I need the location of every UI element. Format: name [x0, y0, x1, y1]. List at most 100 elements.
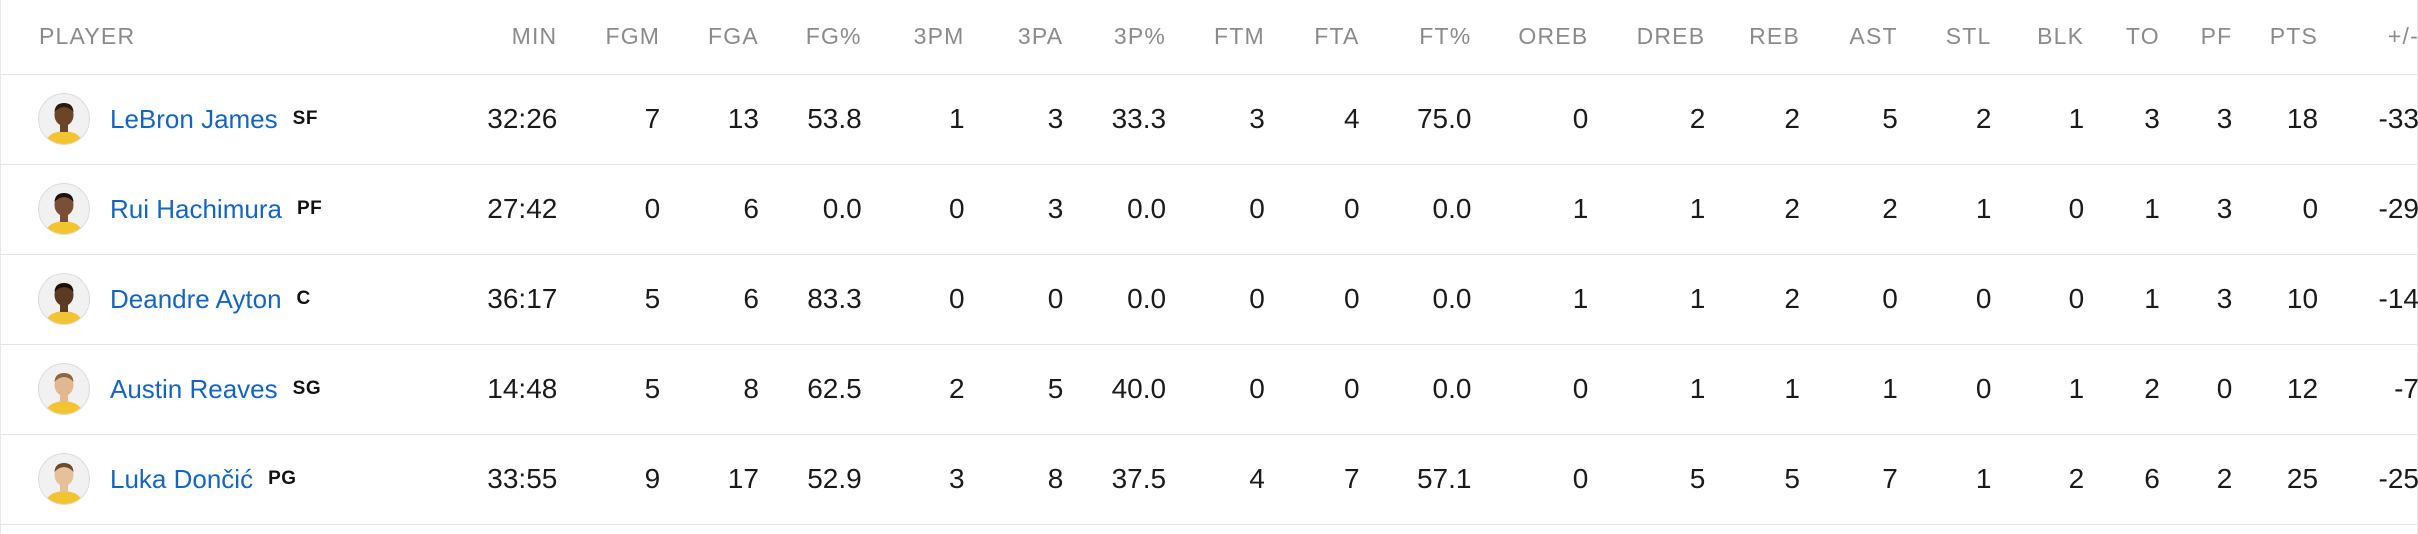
stat-fga: 13	[727, 103, 759, 134]
column-header-min[interactable]: MIN	[407, 0, 558, 75]
player-row: Deandre Ayton C 36:17 5 6 83.3 0 0 0.0 0 0 0.0 1 1 2 0 0…	[1, 254, 2418, 344]
stat-dreb: 1	[1689, 373, 1706, 404]
stat-blk: 0	[2068, 283, 2085, 314]
player-position: PF	[296, 198, 323, 219]
player-name-link[interactable]: Luka Dončić	[110, 463, 254, 494]
column-header-ast[interactable]: AST	[1800, 0, 1898, 75]
column-header-player[interactable]: PLAYER	[1, 0, 408, 75]
player-row: Luka Dončić PG 33:55 9 17 52.9 3 8 37.5 4 7 57.1 0 5 5…	[1, 434, 2418, 524]
stat-to: 1	[2144, 283, 2160, 314]
stat-to: 3	[2144, 103, 2160, 134]
column-header-fta[interactable]: FTA	[1264, 0, 1360, 75]
stat-min: 36:17	[487, 283, 558, 314]
stat-3p-pct: 37.5	[1111, 463, 1167, 494]
player-name-link[interactable]: LeBron James	[110, 103, 278, 134]
stat-plus-minus: -14	[2378, 283, 2418, 314]
stat-3pm: 2	[948, 373, 965, 404]
stat-reb: 1	[1784, 373, 1800, 404]
stat-3pm: 1	[948, 103, 965, 134]
header-row: PLAYER MIN FGM FGA FG% 3PM 3PA 3P% FTM FTA FT% OREB…	[1, 0, 2418, 75]
player-info: Rui Hachimura PF	[1, 165, 407, 254]
stat-to: 6	[2144, 463, 2160, 494]
stat-stl: 2	[1975, 103, 1992, 134]
column-header-oreb[interactable]: OREB	[1471, 0, 1589, 75]
player-name-link[interactable]: Deandre Ayton	[110, 283, 282, 314]
column-header-plus-minus[interactable]: +/-	[2318, 0, 2418, 75]
stat-pts: 0	[2302, 193, 2319, 224]
column-header-reb[interactable]: REB	[1705, 0, 1800, 75]
stat-ft-pct: 75.0	[1416, 103, 1472, 134]
stat-plus-minus: -29	[2378, 193, 2418, 224]
column-header-dreb[interactable]: DREB	[1588, 0, 1706, 75]
stat-fg-pct: 0.0	[822, 193, 862, 224]
stat-fg-pct: 52.9	[807, 463, 862, 494]
stat-fta: 7	[1344, 463, 1360, 494]
stat-fga: 17	[727, 463, 759, 494]
stat-blk: 1	[2068, 373, 2085, 404]
stat-reb: 2	[1784, 103, 1800, 134]
stat-pf: 3	[2216, 103, 2233, 134]
stat-3pa: 3	[1047, 193, 1064, 224]
column-header-3p-pct[interactable]: 3P%	[1063, 0, 1167, 75]
player-headshot[interactable]	[38, 93, 90, 145]
player-headshot[interactable]	[38, 273, 90, 325]
stat-ftm: 0	[1249, 283, 1265, 314]
column-header-blk[interactable]: BLK	[1991, 0, 2085, 75]
stat-ft-pct: 0.0	[1432, 193, 1472, 224]
column-header-to[interactable]: TO	[2084, 0, 2160, 75]
stat-3pa: 8	[1047, 463, 1064, 494]
player-headshot[interactable]	[38, 453, 90, 505]
stat-blk: 0	[2068, 193, 2085, 224]
stat-3pm: 3	[948, 463, 965, 494]
stat-ft-pct: 0.0	[1432, 373, 1472, 404]
stat-dreb: 1	[1689, 193, 1706, 224]
player-headshot[interactable]	[38, 183, 90, 235]
stat-dreb: 5	[1689, 463, 1706, 494]
player-position: SF	[292, 108, 318, 129]
column-header-pts[interactable]: PTS	[2232, 0, 2319, 75]
stat-oreb: 1	[1572, 193, 1589, 224]
stat-3pm: 0	[948, 283, 965, 314]
stat-pf: 3	[2216, 193, 2233, 224]
stat-ftm: 3	[1249, 103, 1265, 134]
player-headshot[interactable]	[38, 363, 90, 415]
stat-fg-pct: 53.8	[807, 103, 862, 134]
stat-ast: 2	[1882, 193, 1898, 224]
stat-fgm: 5	[644, 283, 661, 314]
player-row: Austin Reaves SG 14:48 5 8 62.5 2 5 40.0 0 0 0.0 0 1 1…	[1, 344, 2418, 434]
stat-min: 32:26	[487, 103, 558, 134]
column-header-3pm[interactable]: 3PM	[861, 0, 965, 75]
column-header-stl[interactable]: STL	[1897, 0, 1992, 75]
player-row: LeBron James SF 32:26 7 13 53.8 1 3 33.3 3 4 75.0 0 2…	[1, 74, 2418, 164]
stat-pts: 10	[2286, 283, 2319, 314]
stat-stl: 1	[1975, 463, 1992, 494]
stat-oreb: 0	[1572, 103, 1589, 134]
player-cell: Rui Hachimura PF	[1, 164, 407, 254]
column-header-fg-pct[interactable]: FG%	[758, 0, 862, 75]
stat-oreb: 1	[1572, 283, 1589, 314]
stat-3p-pct: 0.0	[1127, 283, 1167, 314]
stat-oreb: 0	[1572, 463, 1589, 494]
stat-min: 14:48	[487, 373, 558, 404]
column-header-ft-pct[interactable]: FT%	[1359, 0, 1472, 75]
column-header-fga[interactable]: FGA	[660, 0, 759, 75]
stat-ftm: 4	[1249, 463, 1265, 494]
stat-3pa: 5	[1047, 373, 1064, 404]
stat-fta: 0	[1344, 193, 1360, 224]
column-header-pf[interactable]: PF	[2159, 0, 2233, 75]
column-header-ftm[interactable]: FTM	[1166, 0, 1265, 75]
stat-fgm: 5	[644, 373, 661, 404]
player-name-link[interactable]: Austin Reaves	[110, 373, 278, 404]
player-info: Deandre Ayton C	[1, 255, 407, 344]
stat-pf: 0	[2216, 373, 2233, 404]
stat-3p-pct: 0.0	[1127, 193, 1167, 224]
player-name-link[interactable]: Rui Hachimura	[110, 193, 282, 224]
stat-pf: 2	[2216, 463, 2233, 494]
stat-reb: 2	[1784, 193, 1800, 224]
stat-reb: 5	[1784, 463, 1800, 494]
table-body: LeBron James SF 32:26 7 13 53.8 1 3 33.3 3 4 75.0 0 2…	[1, 74, 2418, 524]
player-row: Rui Hachimura PF 27:42 0 6 0.0 0 3 0.0 0 0 0.0 1 1 2 2 1…	[1, 164, 2418, 254]
stat-ast: 1	[1882, 373, 1898, 404]
column-header-3pa[interactable]: 3PA	[964, 0, 1064, 75]
column-header-fgm[interactable]: FGM	[557, 0, 661, 75]
